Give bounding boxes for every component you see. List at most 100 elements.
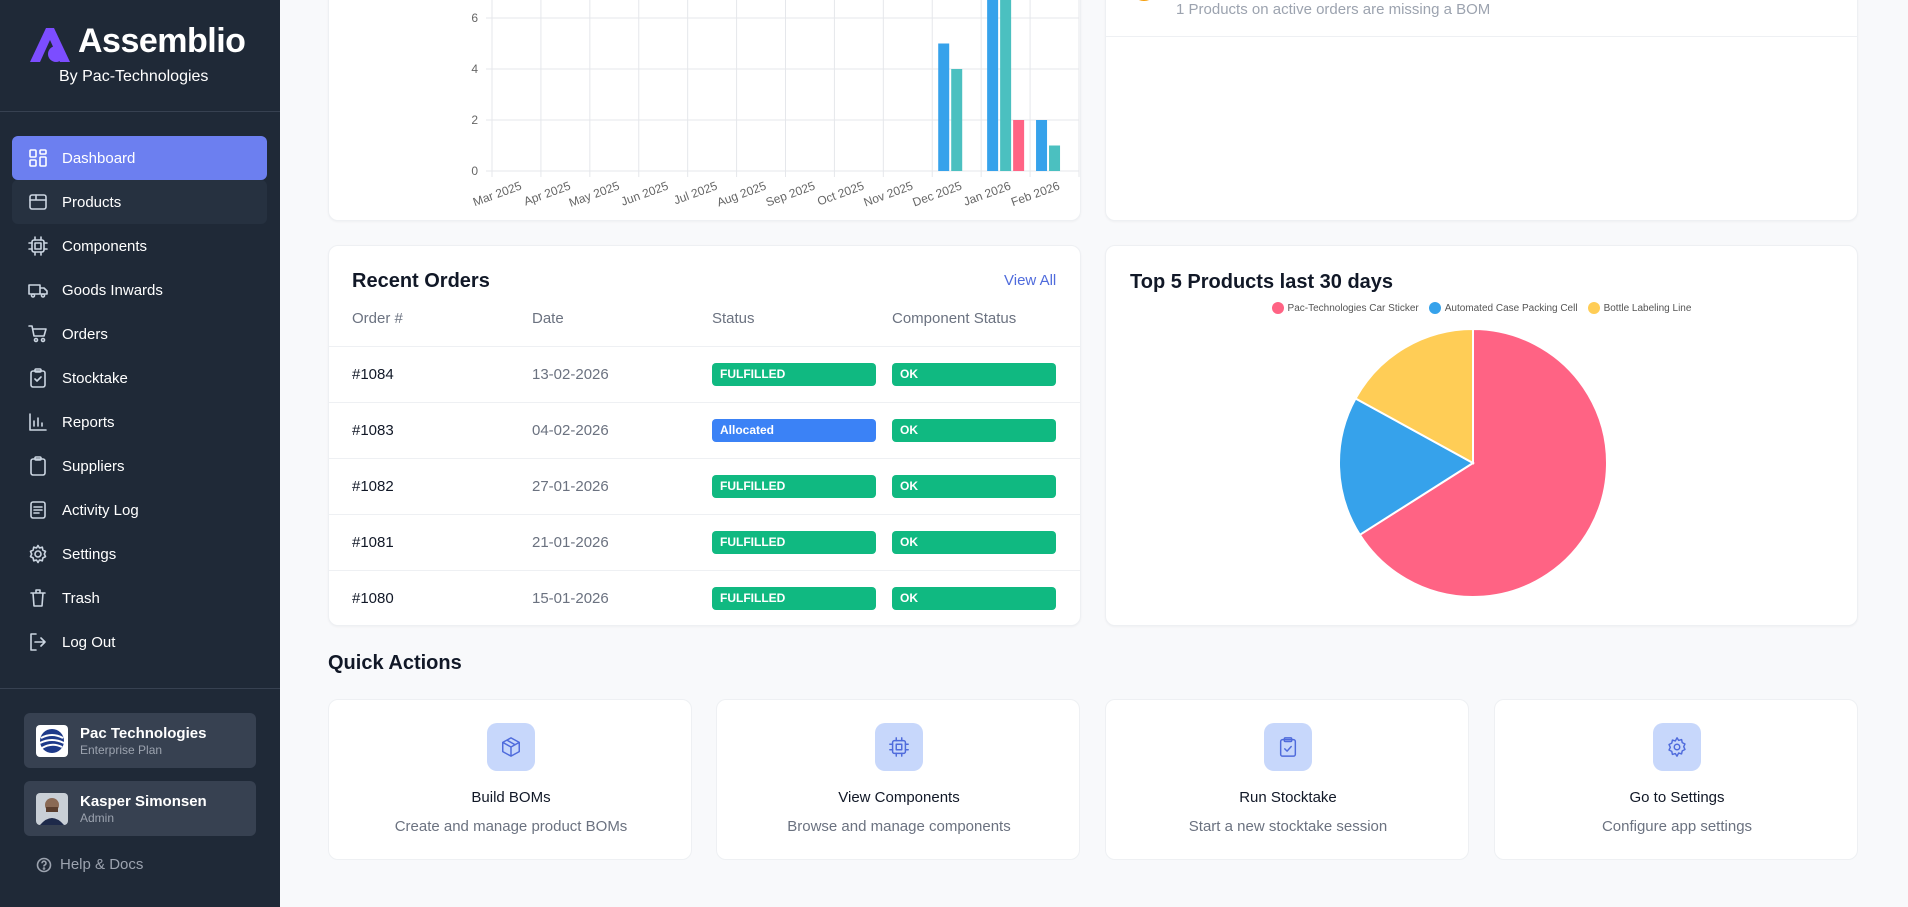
order-number[interactable]: #1080 [352, 590, 394, 607]
x-tick-label: Jul 2025 [672, 179, 720, 208]
quick-action-view-components[interactable]: View Components Browse and manage compon… [716, 699, 1080, 860]
pie-slice[interactable] [1354, 327, 1474, 465]
sidebar-item-reports[interactable]: Reports [12, 400, 267, 444]
user-profile[interactable]: Kasper Simonsen Admin [24, 781, 256, 836]
status-badge: Allocated [712, 419, 876, 442]
order-date: 21-01-2026 [532, 534, 609, 551]
sidebar-item-goods-inwards[interactable]: Goods Inwards [12, 268, 267, 312]
table-row[interactable]: #1084 13-02-2026 FULFILLED OK [328, 346, 1080, 402]
table-row[interactable]: #1081 21-01-2026 FULFILLED OK [328, 514, 1080, 570]
order-number[interactable]: #1081 [352, 534, 394, 551]
quick-action-description: Create and manage product BOMs [394, 818, 628, 835]
status-badge: FULFILLED [712, 531, 876, 554]
clipboard-icon [28, 456, 48, 476]
sidebar-item-log-out[interactable]: Log Out [12, 620, 267, 664]
quick-action-title: View Components [838, 789, 960, 806]
table-row[interactable]: #1082 27-01-2026 FULFILLED OK [328, 458, 1080, 514]
status-badge: FULFILLED [712, 475, 876, 498]
sidebar-item-label: Trash [62, 589, 100, 607]
chip-icon [875, 723, 923, 771]
sidebar-item-label: Goods Inwards [62, 281, 163, 299]
view-all-orders-link[interactable]: View All [1004, 272, 1057, 289]
legend-swatch [1587, 302, 1600, 314]
avatar [36, 793, 68, 825]
x-tick-label: Dec 2025 [911, 179, 964, 210]
order-date: 13-02-2026 [532, 366, 609, 383]
organization-name: Pac Technologies [80, 725, 207, 742]
quick-action-title: Run Stocktake [1239, 789, 1337, 806]
alert-divider [1106, 36, 1857, 37]
sidebar-item-stocktake[interactable]: Stocktake [12, 356, 267, 400]
chip-icon [28, 236, 48, 256]
help-label: Help & Docs [60, 856, 144, 873]
sidebar-item-suppliers[interactable]: Suppliers [12, 444, 267, 488]
top-products-panel: Top 5 Products last 30 days Pac-Technolo… [1105, 245, 1858, 626]
sidebar-item-label: Log Out [62, 633, 116, 651]
pie-slice[interactable] [1338, 397, 1475, 537]
chart-bar [938, 43, 950, 171]
sidebar-item-label: Components [62, 237, 148, 255]
organization-switcher[interactable]: Pac Technologies Enterprise Plan [24, 713, 256, 768]
sidebar-divider [0, 111, 280, 112]
column-header-order: Order # [352, 310, 403, 327]
alerts-panel: 1 Products on active orders are missing … [1105, 0, 1858, 221]
box-icon [28, 192, 48, 212]
component-status-badge: OK [892, 419, 1056, 442]
chart-bar [1036, 120, 1048, 171]
order-date: 27-01-2026 [532, 478, 609, 495]
sidebar-item-orders[interactable]: Orders [12, 312, 267, 356]
cart-icon [28, 324, 48, 344]
sidebar-item-settings[interactable]: Settings [12, 532, 267, 576]
order-number[interactable]: #1084 [352, 366, 394, 383]
help-docs-link[interactable]: Help & Docs [36, 856, 143, 873]
top-products-pie-chart [1338, 327, 1608, 598]
pie-legend: Pac-Technologies Car Sticker Automated Ca… [1106, 302, 1857, 314]
missing-bom-alert: 1 Products on active orders are missing … [1176, 1, 1491, 18]
sidebar-item-dashboard[interactable]: Dashboard [12, 136, 267, 180]
y-tick-label: 2 [471, 113, 478, 127]
recent-orders-title: Recent Orders [352, 270, 490, 292]
quick-action-run-stocktake[interactable]: Run Stocktake Start a new stocktake sess… [1105, 699, 1469, 860]
sidebar-nav: Dashboard Products Components Goods Inwa… [12, 136, 267, 664]
sidebar-item-label: Settings [62, 545, 117, 563]
chart-bar [987, 0, 999, 171]
gear-icon [1653, 723, 1701, 771]
sidebar-item-activity-log[interactable]: Activity Log [12, 488, 267, 532]
legend-label: Pac-Technologies Car Sticker [1287, 302, 1419, 314]
status-badge: FULFILLED [712, 363, 876, 386]
legend-swatch [1271, 302, 1284, 314]
brand-logo[interactable]: Assemblio By Pac-Technologies [26, 20, 266, 90]
component-status-badge: OK [892, 475, 1056, 498]
gear-icon [28, 544, 48, 564]
legend-item[interactable]: Bottle Labeling Line [1587, 302, 1691, 314]
sidebar-item-label: Products [62, 193, 122, 211]
x-tick-label: May 2025 [567, 179, 622, 210]
sidebar-item-products[interactable]: Products [12, 180, 267, 224]
sidebar-divider [0, 688, 280, 689]
x-tick-label: Aug 2025 [715, 179, 768, 210]
table-row[interactable]: #1083 04-02-2026 Allocated OK [328, 402, 1080, 458]
table-row[interactable]: #1080 15-01-2026 FULFILLED OK [328, 570, 1080, 626]
pie-slice[interactable] [1358, 327, 1608, 598]
sidebar-item-components[interactable]: Components [12, 224, 267, 268]
chart-bar [1000, 0, 1012, 171]
logout-icon [28, 632, 48, 652]
sidebar-item-trash[interactable]: Trash [12, 576, 267, 620]
legend-item[interactable]: Automated Case Packing Cell [1428, 302, 1578, 314]
order-number[interactable]: #1082 [352, 478, 394, 495]
legend-item[interactable]: Pac-Technologies Car Sticker [1271, 302, 1419, 314]
document-icon [28, 500, 48, 520]
column-header-status: Status [712, 310, 755, 327]
clipboard-check-icon [28, 368, 48, 388]
quick-action-description: Configure app settings [1601, 818, 1753, 835]
quick-action-build-boms[interactable]: Build BOMs Create and manage product BOM… [328, 699, 692, 860]
warning-icon [1130, 0, 1158, 5]
order-date: 04-02-2026 [532, 422, 609, 439]
sidebar-item-label: Orders [62, 325, 108, 343]
user-name: Kasper Simonsen [80, 793, 207, 810]
quick-action-go-to-settings[interactable]: Go to Settings Configure app settings [1494, 699, 1858, 860]
order-number[interactable]: #1083 [352, 422, 394, 439]
quick-actions-title: Quick Actions [328, 652, 462, 674]
x-tick-label: Nov 2025 [862, 179, 915, 210]
component-status-badge: OK [892, 363, 1056, 386]
